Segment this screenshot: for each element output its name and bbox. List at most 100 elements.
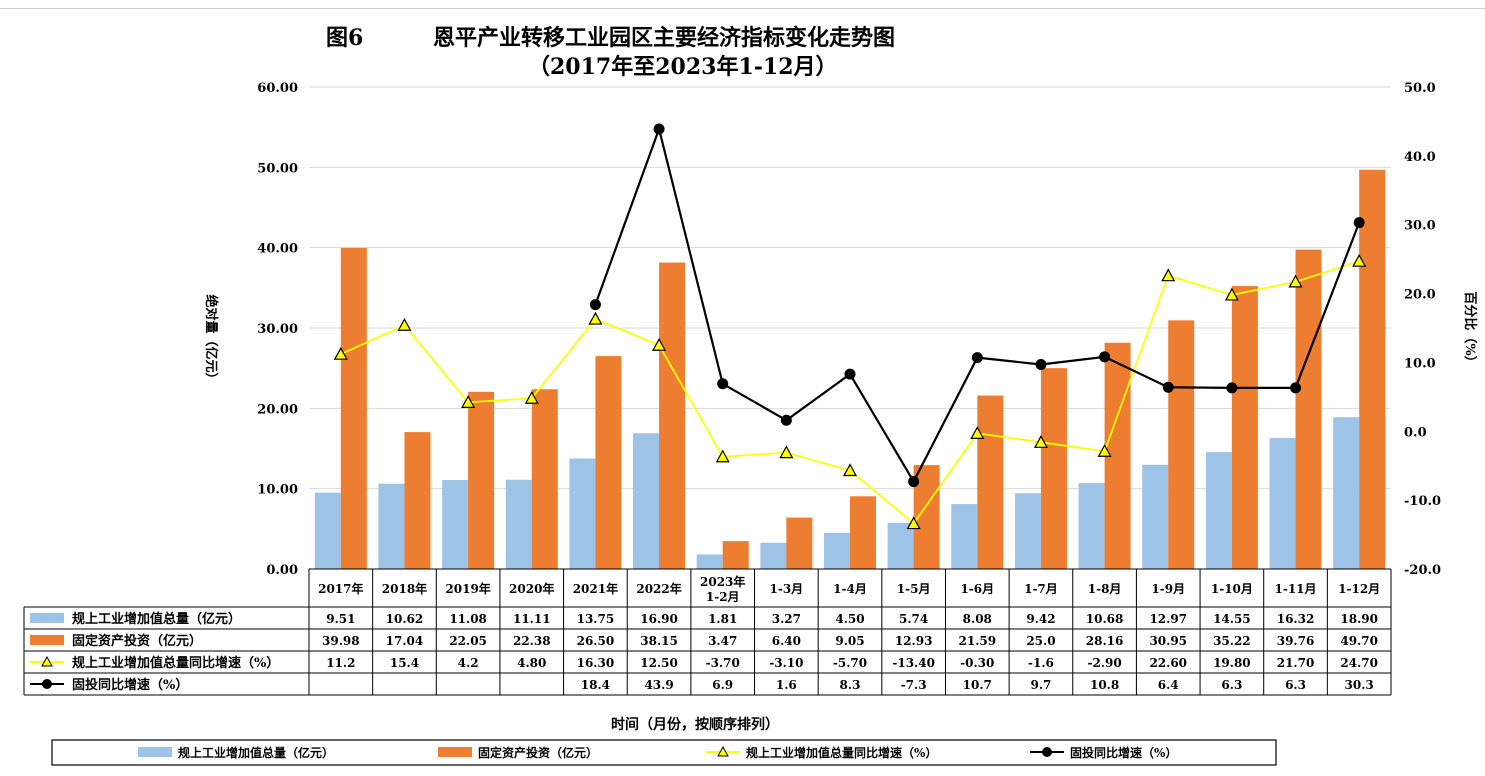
y-left-tick-label: 60.00 bbox=[257, 81, 298, 96]
bar-fixed-investment bbox=[659, 262, 686, 569]
bar-fixed-investment bbox=[722, 541, 749, 569]
legend-key-industrial-value-bottom bbox=[138, 747, 172, 757]
data-label-industrial-value: 11.11 bbox=[513, 612, 551, 626]
bar-industrial-value bbox=[569, 458, 596, 569]
x-tick-label: 1-11月 bbox=[1275, 582, 1317, 596]
x-tick-label: 1-10月 bbox=[1211, 582, 1253, 596]
point-investment-growth bbox=[844, 368, 856, 380]
point-industrial-growth bbox=[1352, 253, 1367, 267]
bar-fixed-investment bbox=[1231, 286, 1258, 569]
point-investment-growth bbox=[1099, 351, 1111, 363]
data-label-investment-growth: 6.4 bbox=[1158, 678, 1179, 692]
data-label-industrial-growth: 22.60 bbox=[1149, 656, 1187, 670]
bar-industrial-value bbox=[633, 433, 660, 569]
x-tick-label: 1-8月 bbox=[1088, 582, 1122, 596]
data-label-fixed-investment: 26.50 bbox=[577, 634, 615, 648]
point-investment-growth bbox=[780, 414, 792, 426]
point-industrial-growth bbox=[715, 449, 730, 463]
legend-key-investment-growth-bottom bbox=[1042, 747, 1052, 757]
bar-industrial-value bbox=[1142, 464, 1169, 569]
data-label-industrial-growth: -1.6 bbox=[1028, 656, 1054, 670]
bar-fixed-investment bbox=[850, 496, 876, 569]
data-label-investment-growth: 6.3 bbox=[1285, 678, 1306, 692]
y-right-tick-label: 20.0 bbox=[1404, 288, 1436, 303]
data-label-fixed-investment: 12.93 bbox=[895, 634, 933, 648]
y-left-tick-label: 20.00 bbox=[257, 402, 298, 417]
point-investment-growth bbox=[589, 299, 601, 311]
data-label-investment-growth: 8.3 bbox=[840, 678, 861, 692]
data-label-industrial-growth: -5.70 bbox=[833, 656, 867, 670]
data-label-investment-growth: 10.7 bbox=[963, 678, 992, 692]
data-label-industrial-growth: 19.80 bbox=[1213, 656, 1251, 670]
chart-title-prefix: 图6 bbox=[326, 25, 364, 51]
legend-label: 规上工业增加值总量同比增速（%） bbox=[746, 745, 937, 760]
legend-label: 固投同比增速（%） bbox=[1070, 745, 1177, 760]
y-right-axis-title: 百分比（%） bbox=[1462, 291, 1478, 368]
x-tick-label: 1-3月 bbox=[770, 582, 804, 596]
bar-fixed-investment bbox=[1295, 249, 1322, 569]
data-label-industrial-value: 9.51 bbox=[326, 612, 355, 626]
bar-industrial-value bbox=[760, 542, 787, 569]
data-label-industrial-value: 10.62 bbox=[386, 612, 424, 626]
bar-fixed-investment bbox=[786, 517, 813, 569]
point-investment-growth bbox=[1162, 381, 1174, 393]
point-investment-growth bbox=[717, 378, 729, 390]
y-left-tick-label: 50.00 bbox=[257, 161, 298, 176]
data-label-industrial-growth: 4.2 bbox=[458, 656, 479, 670]
bar-industrial-value bbox=[696, 554, 723, 569]
data-label-investment-growth: 30.3 bbox=[1345, 678, 1374, 692]
bar-industrial-value bbox=[378, 483, 405, 569]
y-right-tick-label: 10.0 bbox=[1404, 356, 1436, 371]
point-investment-growth bbox=[1290, 382, 1302, 394]
legend-key-fixed-investment-bottom bbox=[438, 747, 472, 757]
x-tick-label: 1-12月 bbox=[1338, 582, 1380, 596]
data-label-fixed-investment: 39.76 bbox=[1277, 634, 1315, 648]
y-right-tick-label: -20.0 bbox=[1404, 563, 1441, 578]
data-label-industrial-growth: 15.4 bbox=[390, 656, 419, 670]
legend-key-industrial-growth bbox=[41, 655, 53, 667]
data-label-industrial-value: 12.97 bbox=[1149, 612, 1187, 626]
point-industrial-growth bbox=[779, 445, 794, 459]
x-tick-label: 2021年 bbox=[573, 581, 618, 596]
data-label-industrial-value: 9.42 bbox=[1026, 612, 1055, 626]
data-label-fixed-investment: 3.47 bbox=[708, 634, 737, 648]
y-left-tick-label: 0.00 bbox=[266, 563, 298, 578]
data-label-industrial-growth: -0.30 bbox=[960, 656, 994, 670]
data-label-fixed-investment: 38.15 bbox=[640, 634, 678, 648]
table-row-label: 固定资产投资（亿元） bbox=[72, 633, 202, 649]
bar-industrial-value bbox=[1333, 417, 1360, 569]
bar-industrial-value bbox=[951, 504, 978, 569]
bar-industrial-value bbox=[314, 492, 341, 569]
data-label-industrial-growth: 21.70 bbox=[1277, 656, 1315, 670]
legend-key-industrial-value bbox=[30, 613, 64, 623]
x-tick-label: 1-2月 bbox=[706, 590, 740, 604]
table-row-label: 规上工业增加值总量（亿元） bbox=[72, 611, 241, 627]
point-industrial-growth bbox=[906, 516, 921, 530]
y-left-tick-label: 10.00 bbox=[257, 483, 298, 498]
y-right-tick-label: 30.0 bbox=[1404, 219, 1436, 234]
data-label-fixed-investment: 6.40 bbox=[772, 634, 801, 648]
point-industrial-growth bbox=[1224, 287, 1239, 301]
data-label-industrial-value: 1.81 bbox=[708, 612, 737, 626]
data-label-industrial-growth: -3.10 bbox=[769, 656, 803, 670]
table-row-label: 固投同比增速（%） bbox=[72, 677, 188, 693]
bar-fixed-investment bbox=[1040, 368, 1067, 569]
point-industrial-growth bbox=[333, 346, 348, 360]
bar-industrial-value bbox=[505, 479, 532, 569]
data-label-investment-growth: 6.3 bbox=[1221, 678, 1242, 692]
y-left-axis-title: 绝对量（亿元） bbox=[203, 294, 219, 385]
data-label-industrial-value: 14.55 bbox=[1213, 612, 1251, 626]
point-industrial-growth bbox=[524, 390, 539, 404]
data-label-industrial-growth: 24.70 bbox=[1340, 656, 1378, 670]
data-label-fixed-investment: 22.05 bbox=[449, 634, 487, 648]
legend-label: 规上工业增加值总量（亿元） bbox=[178, 745, 334, 760]
bar-industrial-value bbox=[1269, 437, 1296, 569]
x-tick-label: 2023年 bbox=[700, 574, 745, 589]
data-label-industrial-value: 4.50 bbox=[835, 612, 864, 626]
point-industrial-growth bbox=[842, 463, 858, 477]
bar-fixed-investment bbox=[1168, 320, 1195, 569]
x-tick-label: 1-6月 bbox=[960, 582, 994, 596]
data-label-investment-growth: 6.9 bbox=[712, 678, 733, 692]
y-right-tick-label: 40.0 bbox=[1404, 150, 1436, 165]
